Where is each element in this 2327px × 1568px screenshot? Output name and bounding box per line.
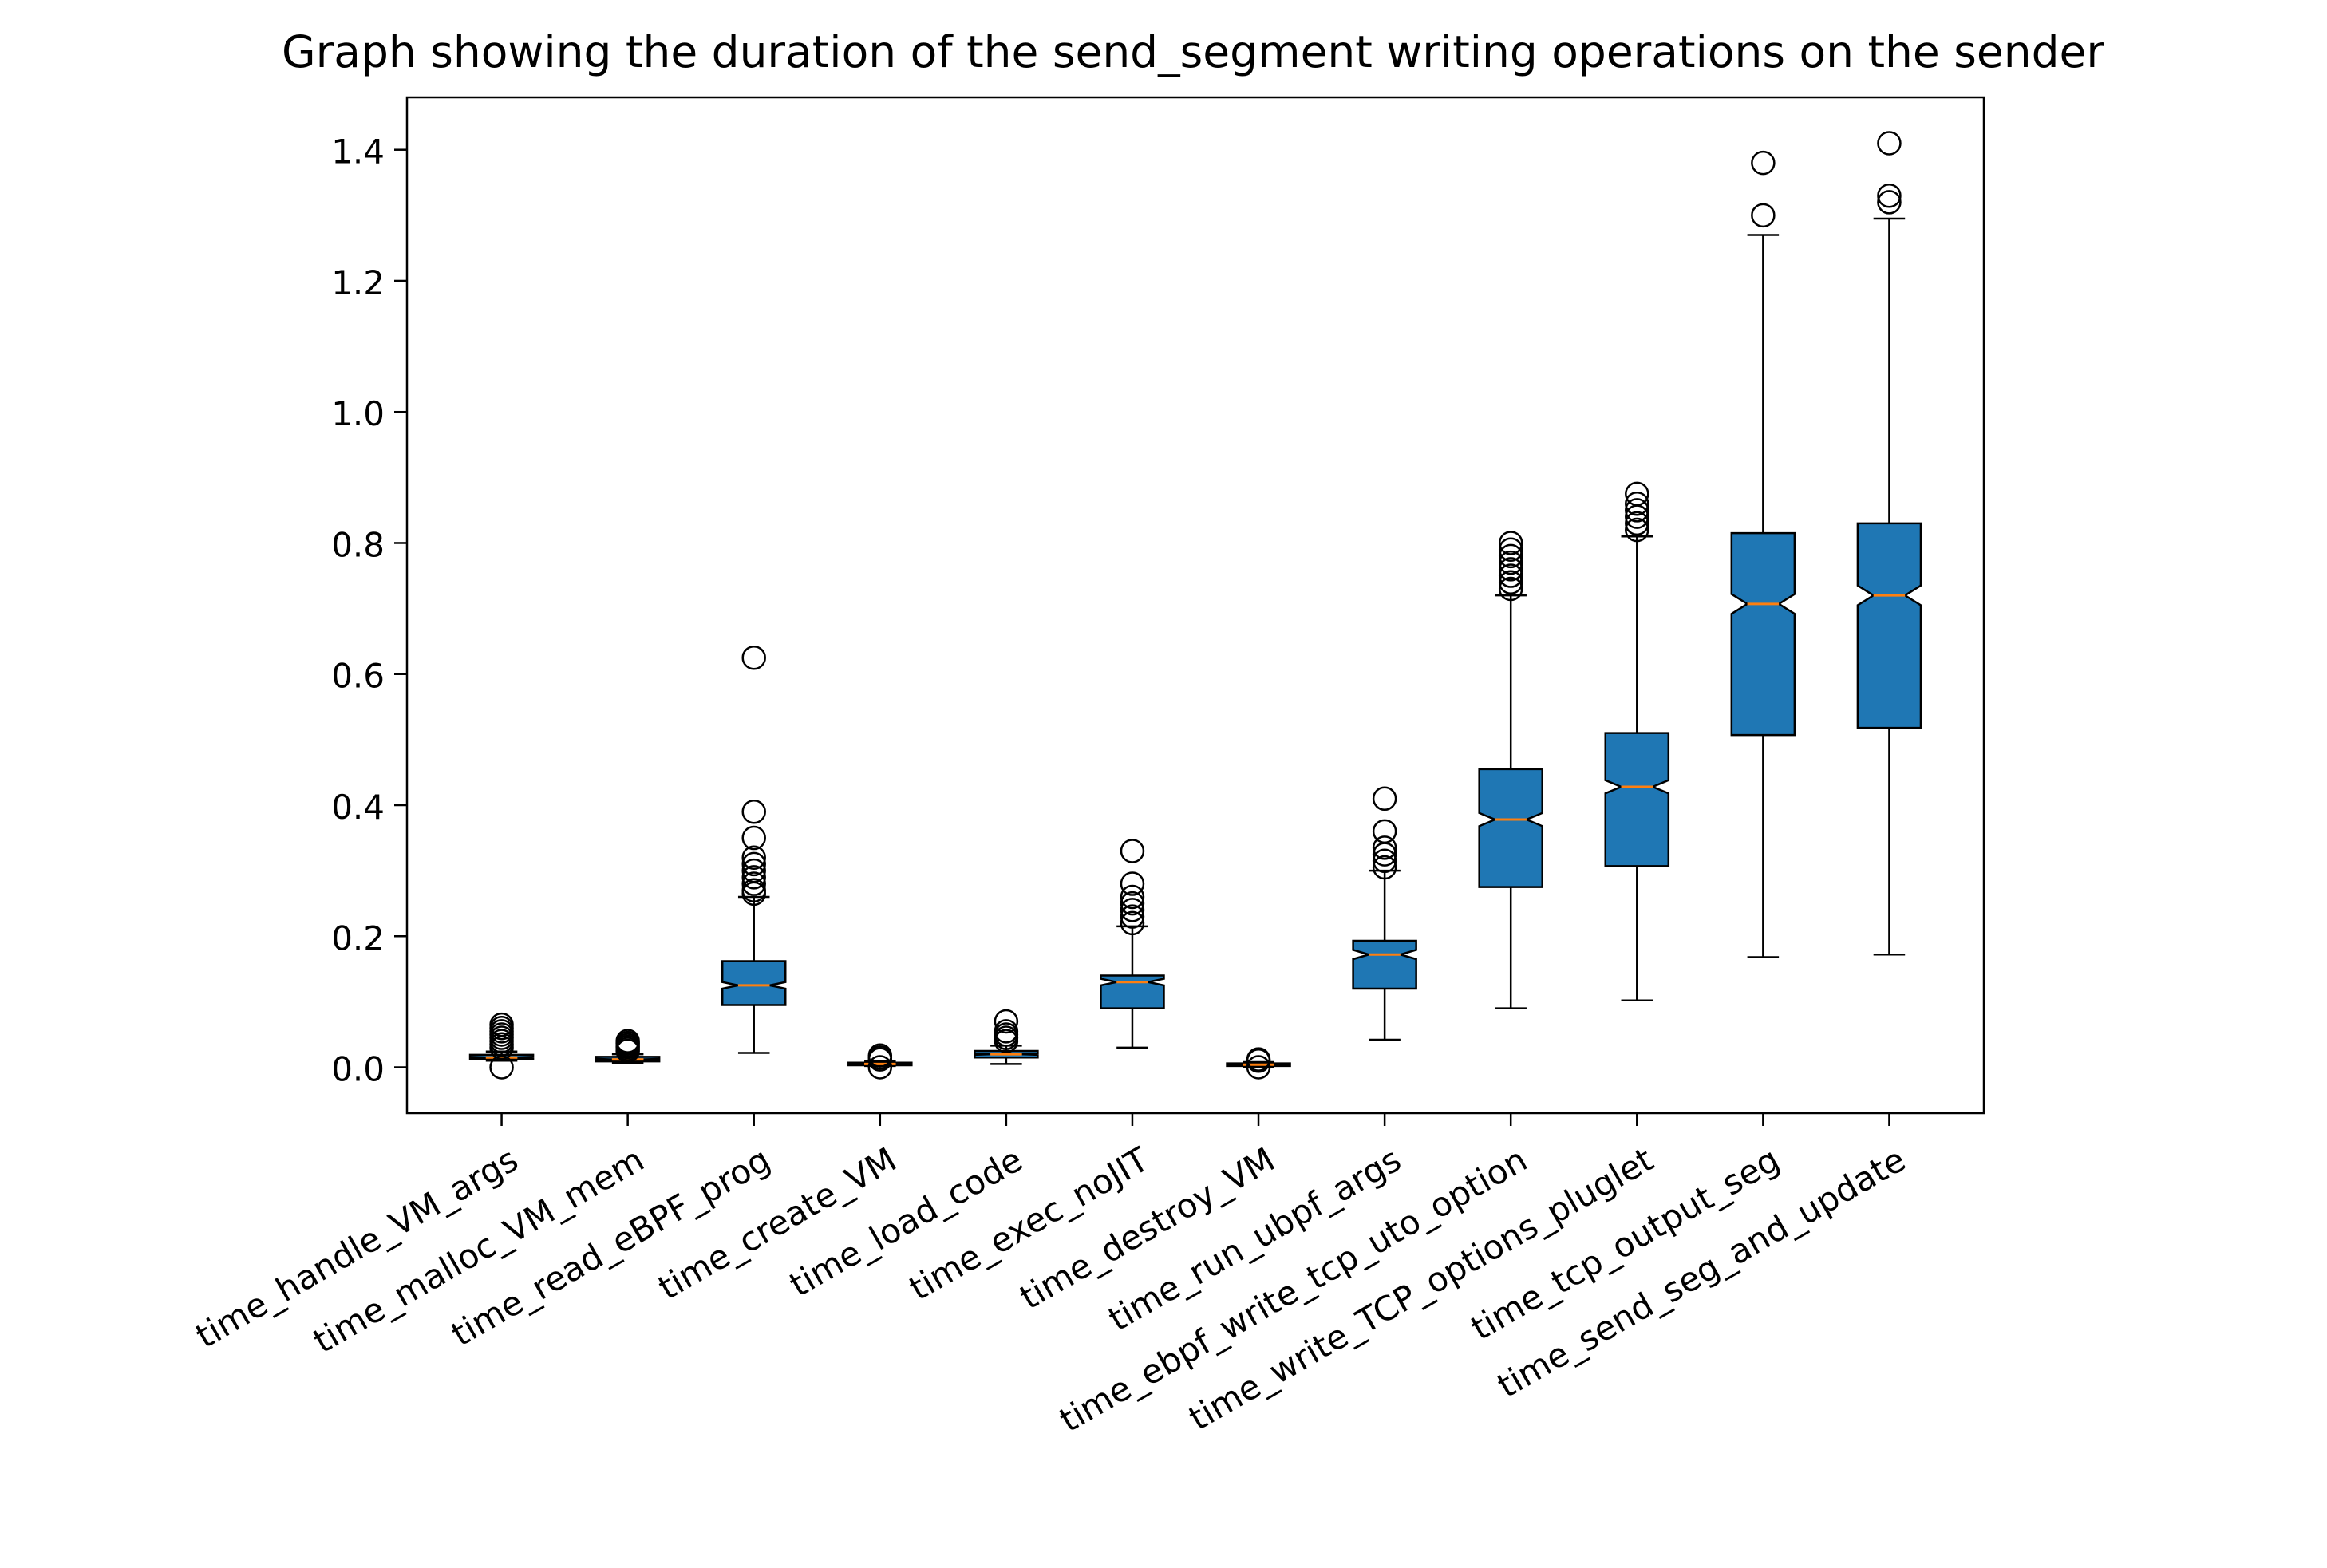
y-tick-label: 0.6	[331, 657, 385, 696]
outlier-point	[741, 851, 766, 877]
outlier-point	[1498, 557, 1523, 582]
outlier-point	[1877, 131, 1902, 156]
outlier-point	[1120, 839, 1145, 863]
outlier-point	[1625, 481, 1649, 507]
outlier-point	[1498, 550, 1523, 575]
box-body	[1604, 732, 1670, 867]
box-time_load_code	[974, 1009, 1039, 1065]
outlier-point	[1498, 576, 1523, 602]
outlier-point	[741, 845, 766, 870]
outlier-point	[994, 1019, 1019, 1044]
outlier-point	[1751, 150, 1776, 176]
box-time_send_seg_and_update	[1856, 131, 1922, 956]
box-time_write_TCP_options_pluglet	[1604, 481, 1670, 1001]
outlier-point	[1372, 835, 1397, 860]
y-tick-label: 0.8	[331, 525, 385, 564]
outlier-point	[1498, 543, 1523, 569]
outlier-point	[741, 799, 766, 824]
box-time_destroy_VM	[1226, 1047, 1291, 1080]
outlier-point	[1498, 531, 1523, 555]
outlier-point	[1120, 898, 1145, 922]
axes-frame	[405, 96, 1985, 1115]
box-body	[1100, 974, 1165, 1009]
y-axis: 0.0 0.2 0.4 0.6 0.8 1.0 1.2 1.4	[331, 132, 407, 1089]
outlier-point	[1625, 491, 1649, 516]
outlier-point	[1120, 884, 1145, 910]
outlier-point	[1120, 891, 1145, 916]
box-body	[1352, 939, 1417, 990]
outlier-point	[1372, 786, 1397, 812]
box-body	[1478, 768, 1543, 888]
outlier-point	[1246, 1055, 1271, 1080]
box-body	[721, 960, 787, 1006]
outlier-point	[1877, 183, 1902, 208]
box-time_run_ubpf_args	[1352, 786, 1417, 1041]
y-tick-label: 1.4	[331, 132, 385, 172]
plot-area	[468, 131, 1922, 1080]
outlier-point	[615, 1029, 640, 1053]
chart-title: Graph showing the duration of the send_s…	[282, 26, 2104, 77]
box-time_tcp_output_seg	[1730, 150, 1796, 958]
y-tick-label: 0.2	[331, 918, 385, 958]
box-time_create_VM	[847, 1043, 913, 1080]
box-time_read_eBPF_prog	[721, 645, 787, 1054]
box-time_handle_VM_args	[468, 1012, 535, 1080]
outlier-point	[1498, 570, 1523, 595]
outlier-point	[741, 878, 766, 903]
outlier-point	[489, 1012, 514, 1037]
outlier-point	[1372, 848, 1397, 874]
y-tick-label: 1.0	[331, 394, 385, 433]
box-time_ebpf_write_tcp_uto_option	[1478, 531, 1543, 1009]
y-tick-label: 0.4	[331, 788, 385, 827]
outlier-point	[1498, 537, 1523, 562]
outlier-point	[867, 1055, 893, 1080]
outlier-point	[1120, 871, 1145, 896]
outlier-point	[1120, 910, 1145, 936]
y-tick-label: 1.2	[331, 263, 385, 302]
box-time_malloc_VM_mem	[595, 1029, 661, 1064]
outlier-point	[994, 1009, 1019, 1034]
outlier-point	[1246, 1047, 1271, 1072]
box-body	[1730, 531, 1796, 737]
outlier-point	[1372, 855, 1397, 880]
outlier-point	[1877, 190, 1902, 215]
outlier-point	[1120, 904, 1145, 929]
outlier-point	[741, 825, 766, 851]
y-tick-label: 0.0	[331, 1050, 385, 1089]
outlier-point	[1498, 563, 1523, 588]
outlier-point	[741, 871, 766, 896]
outlier-point	[741, 645, 766, 670]
outlier-point	[1625, 498, 1649, 523]
box-time_exec_noJIT	[1100, 839, 1165, 1049]
box-body	[1856, 522, 1922, 729]
outlier-point	[741, 865, 766, 890]
outlier-point	[1625, 517, 1649, 543]
outlier-point	[867, 1043, 893, 1068]
outlier-point	[1751, 203, 1776, 228]
outlier-point	[1372, 819, 1397, 844]
outlier-point	[1625, 511, 1649, 536]
outlier-point	[741, 858, 766, 883]
